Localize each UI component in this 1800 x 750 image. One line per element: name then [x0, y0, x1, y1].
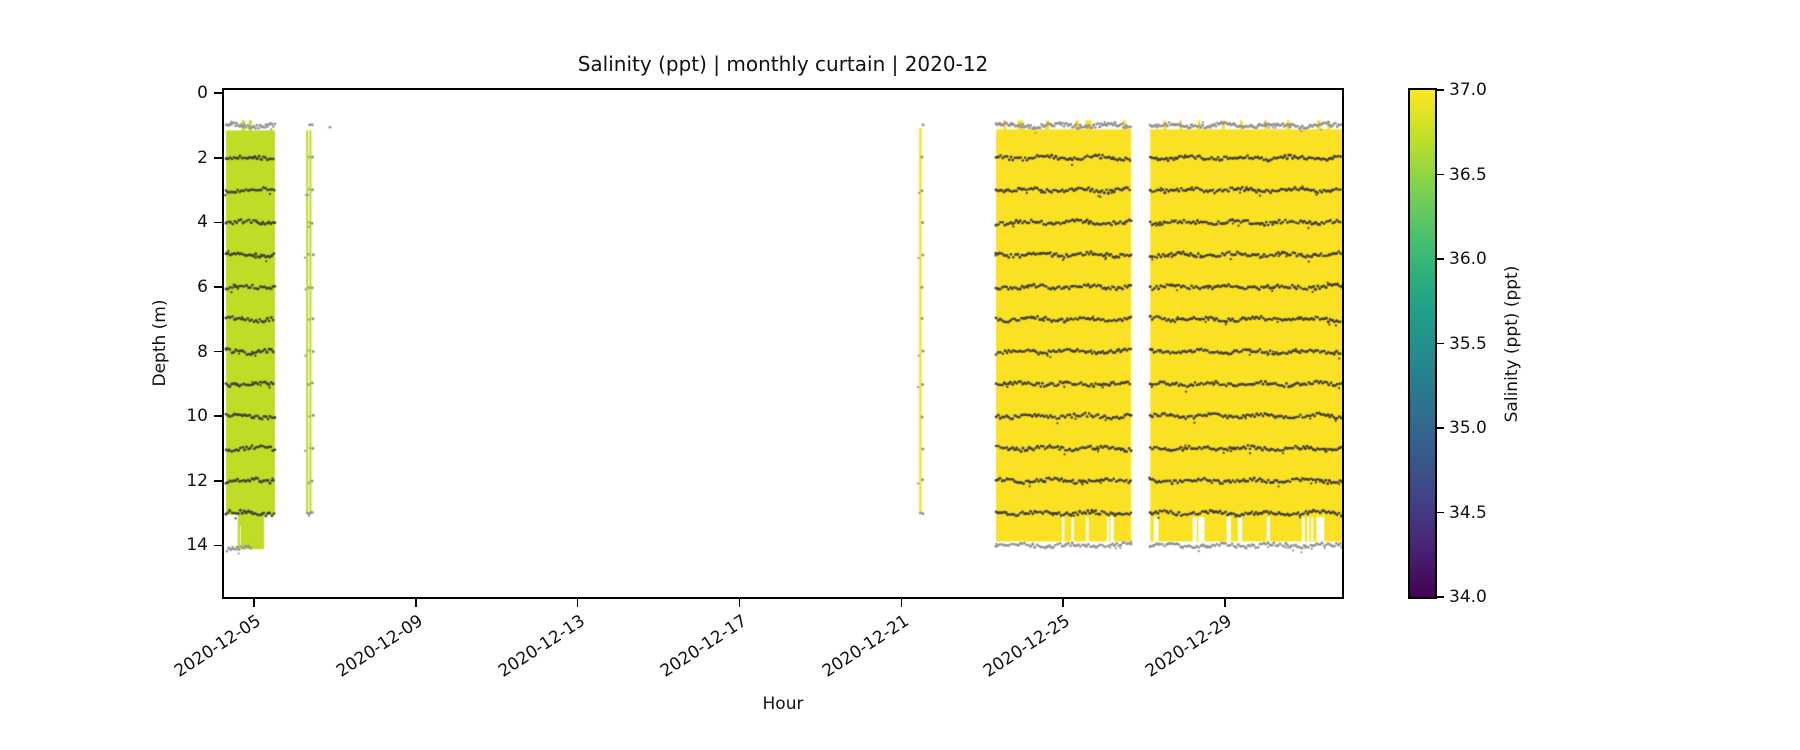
x-tick-label: 2020-12-25: [980, 611, 1075, 682]
x-tick-mark: [1062, 599, 1064, 607]
y-tick-label: 6: [197, 276, 208, 297]
x-tick-label: 2020-12-13: [494, 611, 589, 682]
y-tick-mark: [214, 221, 222, 224]
y-tick-label: 4: [197, 212, 208, 233]
x-tick-mark: [576, 599, 579, 607]
x-tick-mark: [253, 599, 255, 607]
x-tick-mark: [738, 599, 741, 607]
colorbar-tick-mark: [1437, 89, 1444, 91]
chart-title: Salinity (ppt) | monthly curtain | 2020-…: [577, 52, 989, 76]
y-tick-label: 14: [186, 535, 208, 556]
y-tick-mark: [214, 544, 222, 547]
y-tick-label: 2: [197, 147, 208, 168]
y-tick-label: 12: [186, 470, 208, 491]
colorbar-tick-mark: [1437, 427, 1444, 429]
y-tick-mark: [214, 157, 222, 159]
colorbar-tick-label: 34.5: [1449, 502, 1487, 523]
colorbar-tick-label: 34.0: [1449, 587, 1487, 607]
y-tick-label: 0: [197, 83, 208, 104]
curtain-canvas: [224, 90, 1342, 597]
colorbar: [1408, 88, 1437, 599]
x-tick-mark: [900, 599, 903, 607]
x-tick-label: 2020-12-09: [332, 611, 427, 682]
colorbar-tick-mark: [1437, 596, 1444, 598]
x-tick-label: 2020-12-29: [1142, 611, 1236, 682]
x-axis-label: Hour: [762, 694, 804, 714]
colorbar-tick-label: 36.0: [1449, 249, 1487, 269]
plot-area: [222, 88, 1344, 599]
colorbar-tick-mark: [1437, 173, 1444, 176]
colorbar-label: Salinity (ppt) (ppt): [1502, 265, 1522, 423]
colorbar-tick-mark: [1437, 511, 1444, 514]
colorbar-tick-label: 36.5: [1449, 164, 1487, 185]
x-tick-label: 2020-12-17: [656, 611, 751, 682]
y-tick-label: 10: [186, 406, 208, 427]
y-tick-mark: [214, 92, 222, 95]
colorbar-tick-mark: [1437, 342, 1444, 345]
y-tick-mark: [214, 286, 222, 288]
y-tick-mark: [214, 479, 222, 482]
colorbar-tick-label: 37.0: [1449, 80, 1487, 100]
y-tick-label: 8: [197, 341, 208, 362]
colorbar-tick-mark: [1437, 258, 1444, 260]
colorbar-tick-label: 35.0: [1449, 418, 1487, 438]
x-tick-label: 2020-12-05: [171, 611, 265, 682]
colorbar-tick-label: 35.5: [1449, 333, 1487, 354]
x-tick-mark: [414, 599, 417, 607]
x-tick-label: 2020-12-21: [818, 611, 913, 682]
y-axis-label: Depth (m): [150, 299, 170, 387]
x-tick-mark: [1224, 599, 1226, 607]
y-tick-mark: [214, 350, 222, 353]
y-tick-mark: [214, 415, 222, 417]
